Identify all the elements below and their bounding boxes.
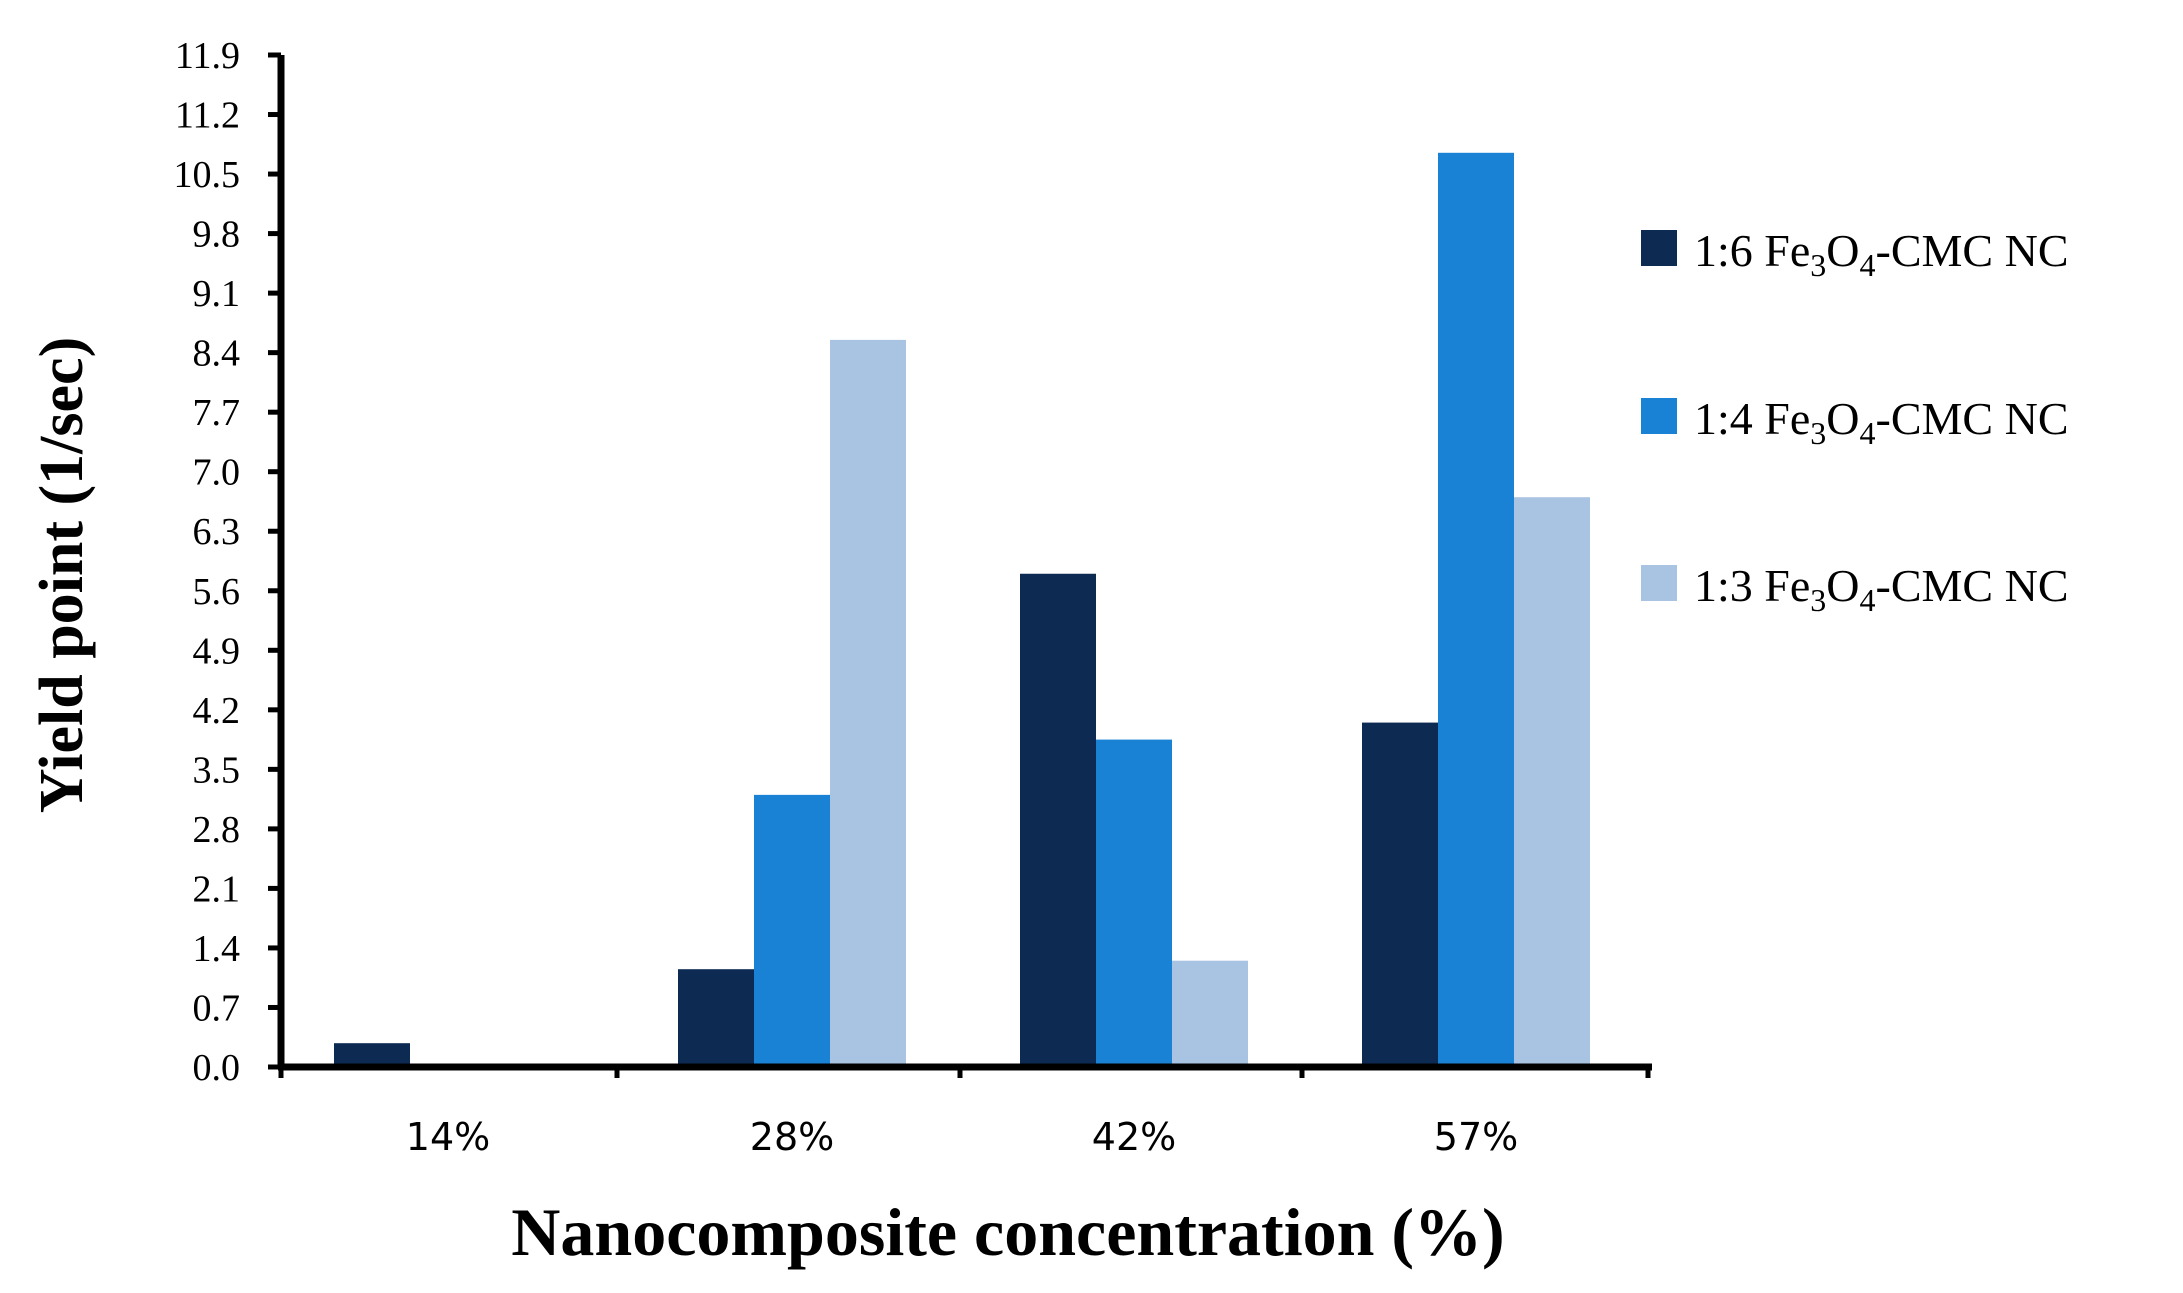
y-tick-label: 10.5	[174, 154, 241, 196]
bar-2-28pct	[754, 794, 830, 1067]
y-tick-label: 0.7	[193, 987, 241, 1029]
y-tick-label: 9.8	[193, 214, 241, 256]
bar-3-42pct	[1172, 960, 1248, 1067]
y-tick-label: 6.3	[193, 511, 241, 553]
y-tick-label: 7.7	[193, 392, 241, 434]
x-ticks-group: 14% 28% 42% 57%	[278, 1064, 1651, 1159]
y-tick-label: 0.0	[193, 1047, 241, 1089]
bars-group	[334, 152, 1590, 1067]
y-tick-label: 11.2	[175, 95, 240, 137]
y-tick-label: 3.5	[193, 749, 241, 791]
bar-1-28pct	[678, 969, 754, 1067]
y-tick-label: 4.2	[193, 690, 241, 732]
x-category-label: 57%	[1434, 1115, 1518, 1159]
y-tick-label: 2.8	[193, 809, 241, 851]
legend-swatch	[1641, 565, 1677, 601]
y-tick-label: 1.4	[193, 928, 241, 970]
x-category-label: 42%	[1092, 1115, 1176, 1159]
legend-label: 1:6 Fe3O4-CMC NC	[1694, 225, 2069, 283]
bar-1-42pct	[1020, 573, 1096, 1067]
legend-label: 1:3 Fe3O4-CMC NC	[1694, 560, 2069, 618]
legend-swatch	[1641, 230, 1677, 266]
y-tick-label: 11.9	[175, 35, 240, 77]
x-category-label: 14%	[406, 1115, 490, 1159]
bar-1-57pct	[1362, 722, 1438, 1067]
legend-label: 1:4 Fe3O4-CMC NC	[1694, 393, 2069, 451]
y-axis-title: Yield point (1/sec)	[28, 337, 96, 813]
y-tick-label: 9.1	[193, 273, 241, 315]
bar-1-14pct	[334, 1043, 410, 1067]
x-category-label: 28%	[750, 1115, 834, 1159]
y-tick-label: 5.6	[193, 571, 241, 613]
y-ticks-group: 0.0 0.7 1.4 2.1 2.8 3.5 4.2 4.9 5.6 6.3 7.0 7.7 8.4 9…	[174, 35, 281, 1089]
y-tick-label: 4.9	[193, 630, 241, 672]
bar-3-57pct	[1514, 497, 1590, 1067]
bar-2-42pct	[1096, 739, 1172, 1067]
y-tick-label: 2.1	[193, 868, 241, 910]
legend: 1:6 Fe3O4-CMC NC 1:4 Fe3O4-CMC NC 1:3 Fe3O…	[1641, 225, 2069, 618]
y-tick-label: 7.0	[193, 452, 241, 494]
bar-2-57pct	[1438, 152, 1514, 1067]
bar-3-28pct	[830, 339, 906, 1067]
legend-swatch	[1641, 398, 1677, 434]
y-tick-label: 8.4	[193, 333, 241, 375]
x-axis-title: Nanocomposite concentration (%)	[511, 1194, 1504, 1270]
